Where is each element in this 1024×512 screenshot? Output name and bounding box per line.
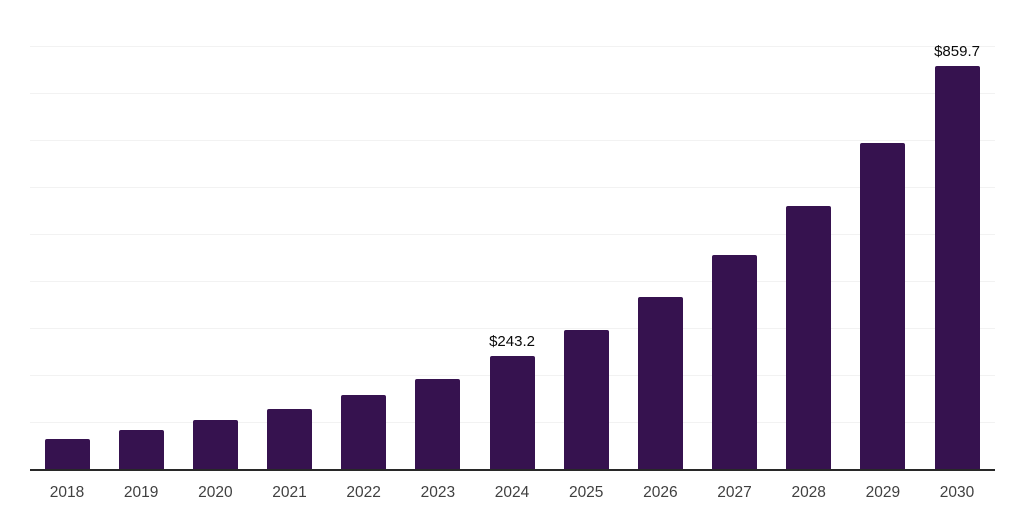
bar-2018 bbox=[44, 439, 90, 470]
plot-area: $243.2 $859.7 bbox=[30, 0, 995, 471]
x-tick-2022: 2022 bbox=[346, 484, 381, 501]
bar-2023 bbox=[415, 378, 461, 470]
bar-2025 bbox=[563, 329, 609, 470]
gridline-600 bbox=[30, 187, 995, 188]
x-tick-2030: 2030 bbox=[939, 484, 975, 501]
x-tick-2021: 2021 bbox=[272, 484, 307, 501]
bar-2030 bbox=[934, 65, 980, 470]
gridline-500 bbox=[30, 234, 995, 235]
bar-2019 bbox=[118, 430, 164, 470]
x-axis-line bbox=[30, 469, 995, 471]
x-tick-2029: 2029 bbox=[865, 484, 901, 501]
x-tick-2020: 2020 bbox=[198, 484, 233, 501]
gridline-700 bbox=[30, 140, 995, 141]
bar-2026 bbox=[637, 297, 683, 470]
x-tick-2025: 2025 bbox=[568, 484, 604, 501]
gridline-300 bbox=[30, 328, 995, 329]
bar-2020 bbox=[192, 420, 238, 470]
bar-2028 bbox=[786, 205, 832, 470]
x-tick-2028: 2028 bbox=[791, 484, 826, 501]
bar-2029 bbox=[860, 142, 906, 470]
data-label-2030: $859.7 bbox=[934, 42, 980, 60]
x-tick-2019: 2019 bbox=[123, 484, 159, 501]
bar-2024 bbox=[489, 355, 535, 470]
x-tick-2024: 2024 bbox=[494, 484, 530, 501]
bar-2027 bbox=[712, 255, 758, 470]
bar-2021 bbox=[267, 408, 312, 470]
data-label-2024: $243.2 bbox=[489, 332, 535, 350]
x-tick-2027: 2027 bbox=[717, 484, 752, 501]
x-tick-2023: 2023 bbox=[420, 484, 456, 501]
x-axis-tick-labels: 2018 2019 2020 2021 2022 2023 2024 2025 2026 2027… bbox=[30, 485, 995, 505]
x-tick-2018: 2018 bbox=[49, 484, 85, 501]
gridline-900 bbox=[30, 46, 995, 47]
gridline-800 bbox=[30, 93, 995, 94]
bar-2022 bbox=[341, 394, 387, 470]
x-tick-2026: 2026 bbox=[643, 484, 678, 501]
gridline-400 bbox=[30, 281, 995, 282]
